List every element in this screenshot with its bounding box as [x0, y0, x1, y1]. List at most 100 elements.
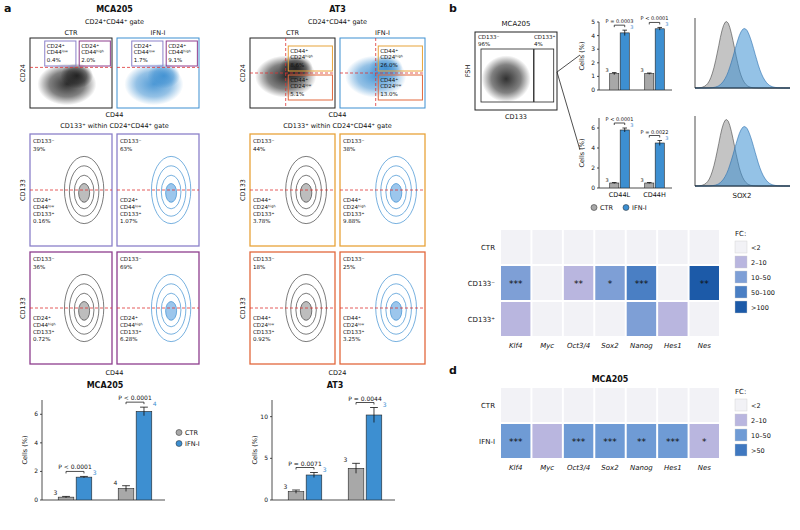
quadrant-label: CD133⁻: [253, 138, 275, 144]
cell-cloud: [147, 63, 180, 88]
contour: [291, 284, 322, 334]
y-tick-label: 2: [591, 59, 595, 66]
legend-key: [735, 286, 747, 298]
p-bracket: [356, 403, 357, 405]
legend-label: CTR: [185, 429, 199, 437]
heat-cell: [564, 230, 593, 264]
n-label: 3: [93, 469, 97, 476]
quadrant-label: CD133⁺: [120, 211, 142, 217]
contour: [381, 284, 412, 334]
panel-letter: a: [4, 2, 11, 15]
plot-frame: [340, 134, 425, 246]
legend-label: >100: [751, 304, 769, 312]
contour: [79, 301, 90, 320]
column-label: Klf4: [509, 342, 522, 350]
significance: ***: [635, 279, 649, 289]
y-tick-label: 2: [591, 164, 595, 171]
histogram: [695, 120, 790, 186]
contour: [381, 166, 412, 216]
gate-percent: 96%: [478, 41, 490, 47]
quadrant-percent: 25%: [343, 264, 355, 270]
y-axis: [42, 400, 43, 500]
axis-label: Cells (%): [251, 436, 259, 465]
quadrant-percent: 39%: [33, 146, 45, 152]
y-tick: [597, 168, 599, 169]
error-cap: [352, 463, 360, 464]
plot-frame: [30, 252, 112, 364]
heat-cell: [658, 266, 687, 300]
error-cap: [62, 496, 70, 497]
threshold: [117, 190, 199, 191]
heat-cell: [690, 266, 719, 300]
gate-percent: 2.0%: [81, 57, 95, 63]
legend-key: [735, 414, 747, 426]
error-cap: [310, 472, 318, 473]
error-cap: [292, 490, 300, 491]
p-bracket: [659, 22, 660, 24]
quadrant-percent: 63%: [120, 146, 132, 152]
quadrant-percent: 0.72%: [33, 336, 50, 342]
quadrant-percent: 1.07%: [120, 218, 137, 224]
figure: abdMCA205CD24⁺CD44⁺ gateCD24CD44CTRCD24⁺…: [0, 0, 800, 530]
quadrant-label: CD44ʰⁱᵍʰ: [33, 322, 56, 328]
cell-cloud: [37, 63, 96, 105]
heat-cell: [501, 266, 530, 300]
significance: **: [637, 437, 647, 447]
threshold: [250, 73, 335, 74]
p-value: P < 0.0001: [58, 463, 92, 470]
heat-cell: [564, 424, 593, 458]
bar: [655, 143, 664, 188]
plot-frame: [340, 252, 425, 364]
n-label: 3: [641, 67, 644, 73]
axis-label: CD133: [19, 297, 27, 319]
legend-label: IFN-I: [632, 204, 647, 212]
gate-label: CD24ˡᵒʷ: [380, 83, 401, 89]
y-tick: [597, 148, 599, 149]
legend-label: 2–10: [751, 417, 767, 425]
quadrant-percent: 44%: [253, 146, 265, 152]
quadrant-label: CD24⁺: [33, 197, 51, 203]
bar: [645, 183, 654, 188]
y-tick: [597, 49, 599, 50]
condition: CTR: [64, 29, 78, 37]
y-tick-label: 0: [591, 184, 595, 191]
gate-label: CD44ˡᵒʷ: [134, 49, 155, 55]
axis-label: CD24: [329, 369, 347, 377]
y-tick: [597, 90, 599, 91]
contour: [390, 183, 401, 202]
gate-label: CD44ˡᵒʷ: [47, 49, 68, 55]
bar: [645, 74, 654, 90]
y-tick: [40, 500, 42, 501]
quadrant-label: CD44ˡᵒʷ: [33, 204, 54, 210]
p-bracket: [313, 468, 314, 470]
column-label: Myc: [540, 342, 554, 350]
legend-title: FC:: [735, 388, 746, 396]
quadrant-label: CD24ʰⁱᵍʰ: [343, 204, 366, 210]
p-bracket: [126, 402, 127, 404]
legend-key: [735, 444, 747, 456]
axis-label: CD133: [239, 297, 247, 319]
quadrant-label: CD133⁻: [33, 256, 55, 262]
quadrant-percent: 3.78%: [253, 218, 270, 224]
p-value: P < 0.0001: [118, 394, 152, 401]
quadrant-label: CD44ˡᵒʷ: [120, 204, 141, 210]
y-tick: [597, 188, 599, 189]
error-cap: [370, 407, 378, 408]
hist-axis: [695, 186, 790, 187]
significance: *: [608, 279, 613, 289]
gate-label: CD24ʰⁱᵍʰ: [290, 54, 313, 60]
axis-label: CD24: [239, 64, 247, 82]
y-tick-label: 1: [591, 72, 595, 79]
y-tick: [40, 442, 42, 443]
column-label: Hes1: [664, 342, 682, 350]
hist-axis: [695, 18, 696, 88]
gate: [378, 46, 422, 71]
quadrant-percent: 36%: [33, 264, 45, 270]
gate-label: CD44ʰⁱᵍʰ: [81, 49, 104, 55]
gate-label: CD24ʰⁱᵍʰ: [380, 54, 403, 60]
p-bracket: [659, 136, 660, 138]
condition: IFN-I: [151, 29, 166, 37]
p-bracket: [624, 123, 625, 125]
significance: **: [700, 279, 710, 289]
y-tick-label: 4: [34, 439, 38, 446]
